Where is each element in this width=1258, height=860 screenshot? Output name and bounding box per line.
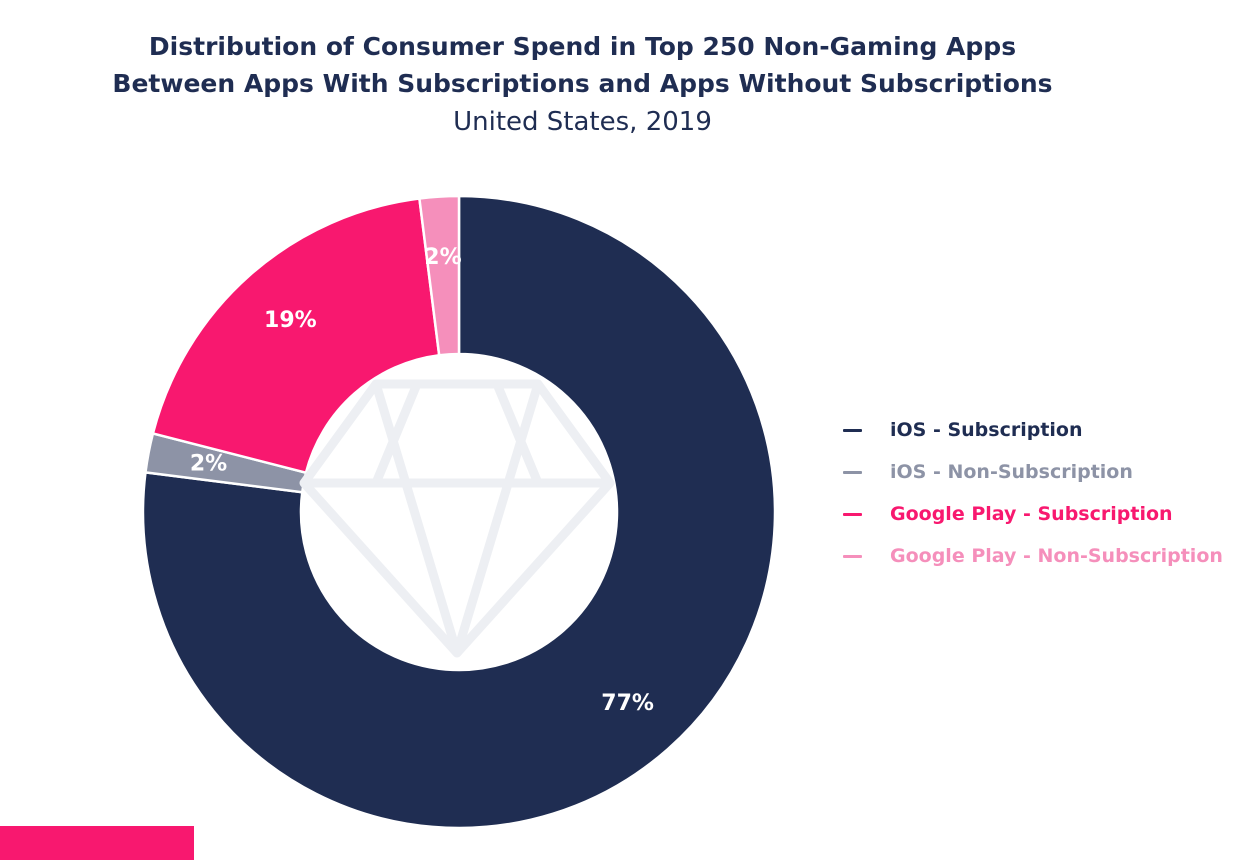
- chart-title-line-2: Between Apps With Subscriptions and Apps…: [112, 69, 1053, 98]
- legend-swatch-1: [843, 470, 862, 474]
- chart-title-line-1: Distribution of Consumer Spend in Top 25…: [148, 32, 1017, 61]
- slice-data-label-1: 2%: [190, 452, 227, 477]
- chart-legend: iOS - Subscription iOS - Non-Subscription…: [843, 409, 1223, 577]
- diamond-watermark-icon: [299, 379, 615, 658]
- legend-swatch-2: [843, 512, 862, 516]
- accent-bar: [0, 826, 194, 860]
- legend-item-1: iOS - Non-Subscription: [843, 451, 1223, 493]
- legend-item-3: Google Play - Non-Subscription: [843, 535, 1223, 577]
- donut-slices: [141, 194, 777, 830]
- legend-item-0: iOS - Subscription: [843, 409, 1223, 451]
- legend-item-2: Google Play - Subscription: [843, 493, 1223, 535]
- donut-slice-3: [417, 194, 461, 357]
- legend-label-1: iOS - Non-Subscription: [890, 461, 1133, 483]
- legend-label-3: Google Play - Non-Subscription: [890, 545, 1223, 567]
- legend-label-2: Google Play - Subscription: [890, 503, 1173, 525]
- legend-swatch-3: [843, 554, 862, 558]
- slice-data-label-3: 2%: [424, 245, 461, 270]
- chart-subtitle: United States, 2019: [453, 107, 712, 137]
- slice-data-label-2: 19%: [264, 308, 317, 333]
- legend-label-0: iOS - Subscription: [890, 419, 1083, 441]
- donut-slice-0: [141, 194, 777, 830]
- donut-slice-2: [151, 197, 441, 475]
- chart-title-block: Distribution of Consumer Spend in Top 25…: [0, 28, 1165, 142]
- legend-swatch-0: [843, 428, 862, 432]
- slice-data-label-0: 77%: [601, 691, 654, 716]
- slice-labels: 77% 2% 19% 2%: [190, 245, 654, 716]
